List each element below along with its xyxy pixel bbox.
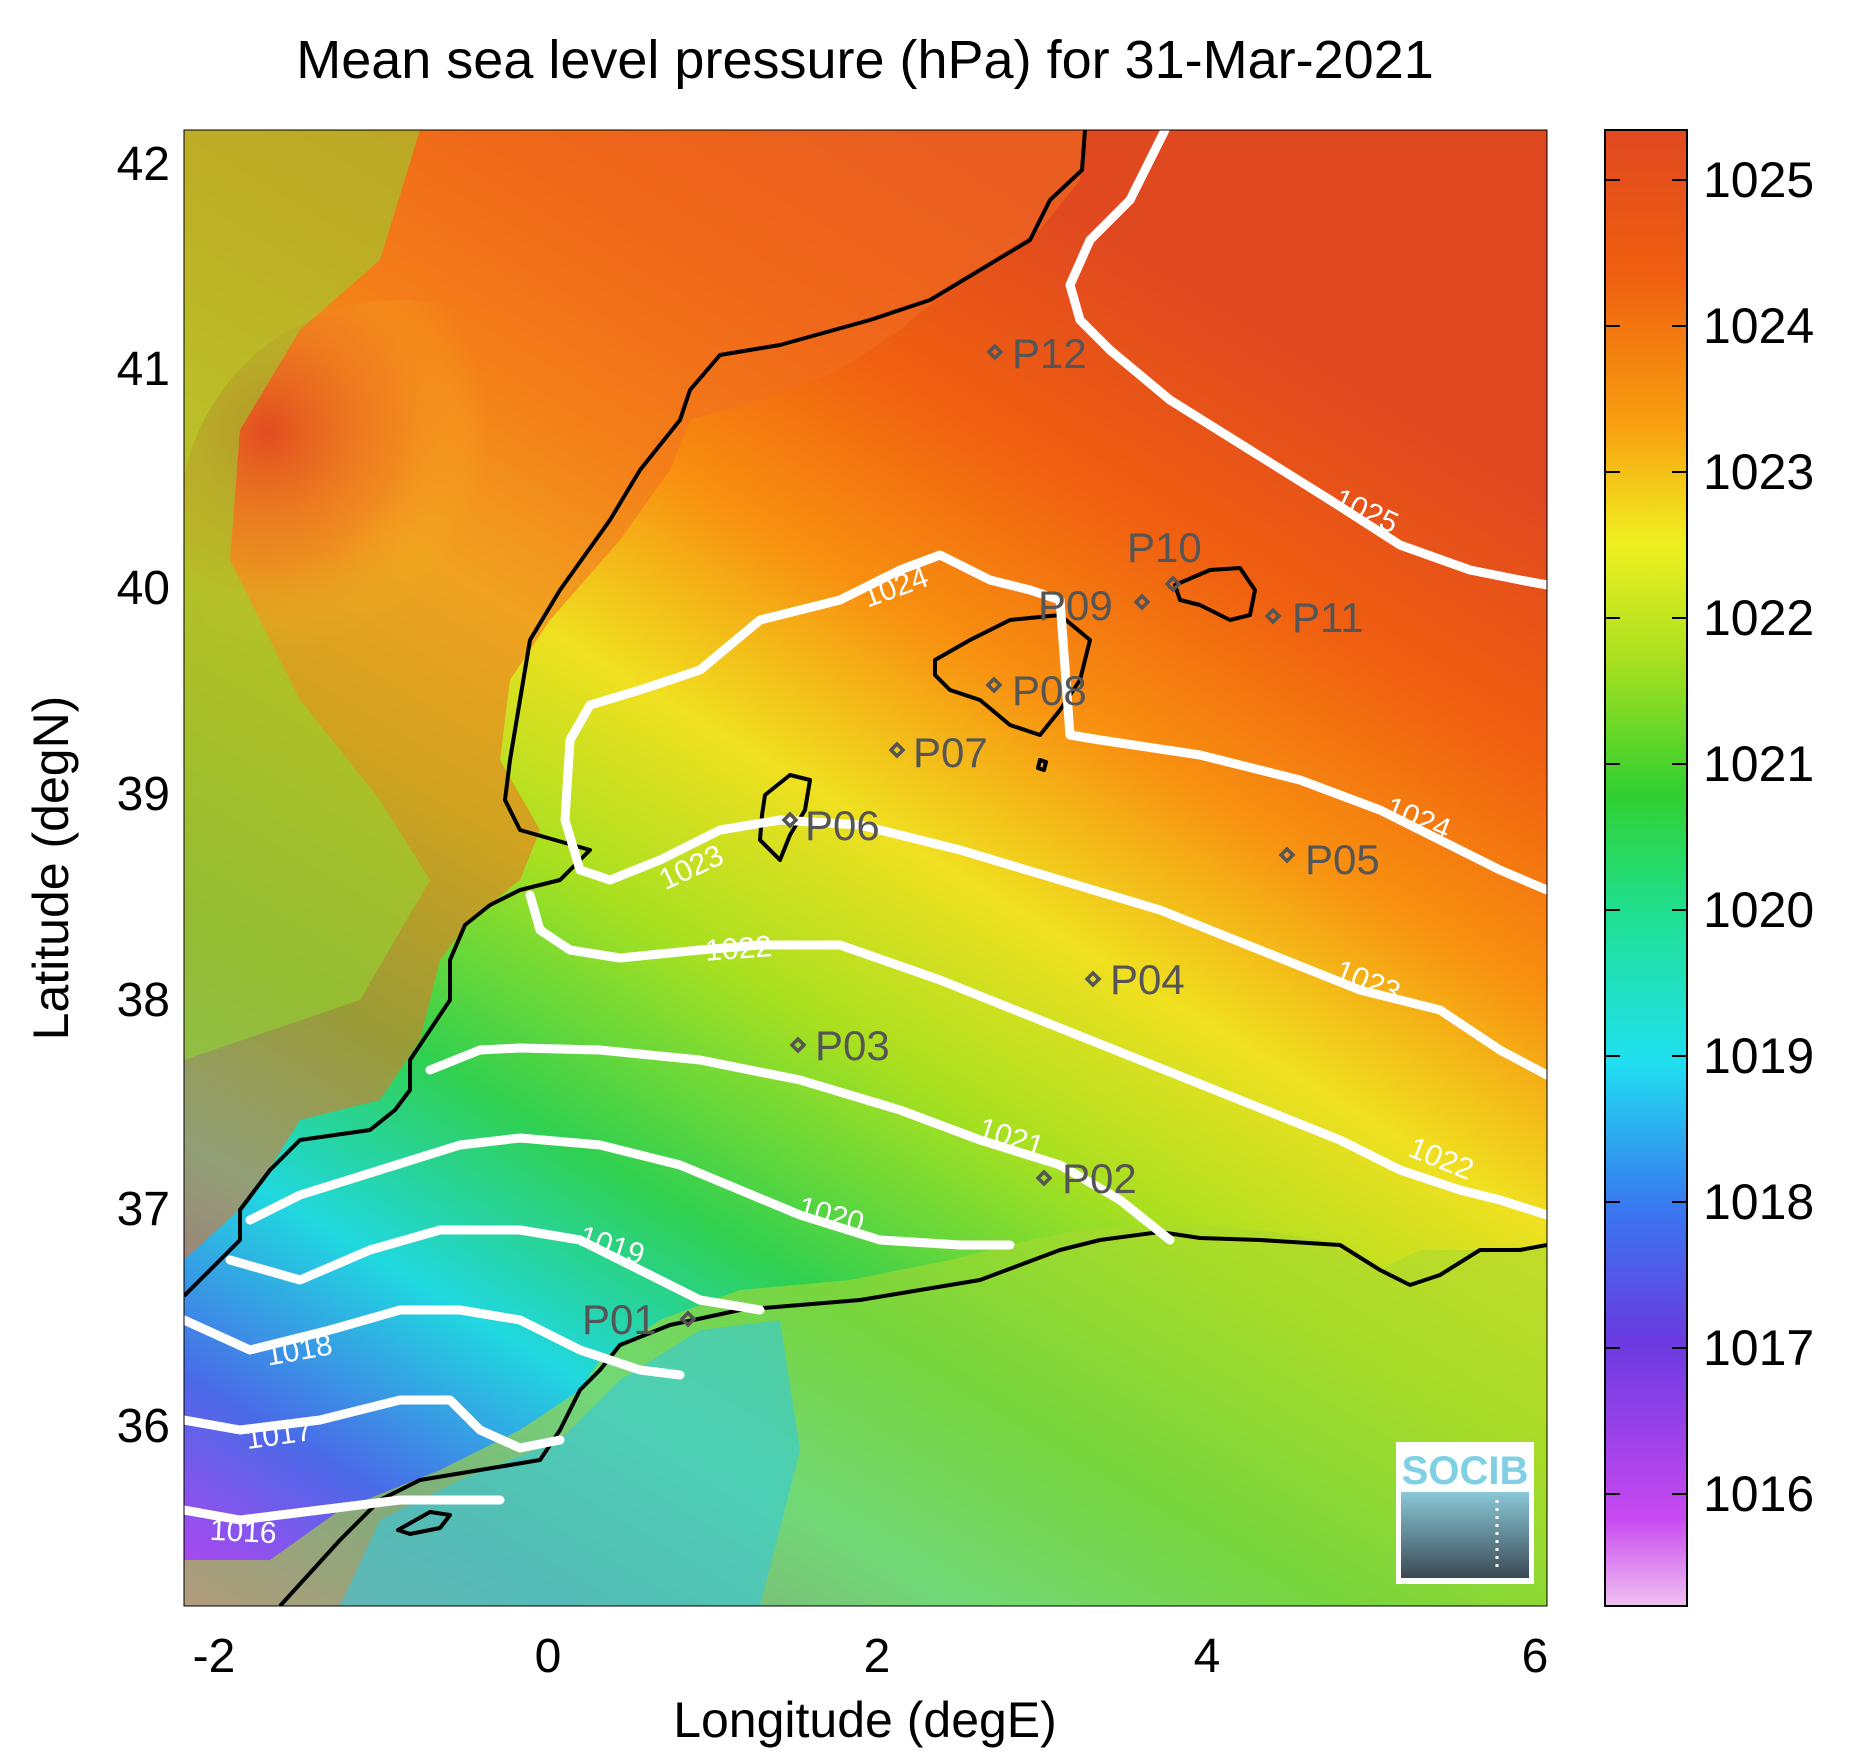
x-tick-label: 6	[1522, 1630, 1549, 1683]
map-title: Mean sea level pressure (hPa) for 31-Mar…	[296, 30, 1434, 90]
island-menorca	[1173, 566, 1257, 622]
station-P08: P08	[985, 667, 1087, 714]
y-tick-label: 36	[117, 1400, 170, 1453]
logo-text: SOCIB	[1402, 1449, 1529, 1493]
contour-1017	[184, 1395, 565, 1453]
colorbar-tick-label: 1022	[1703, 590, 1814, 646]
colorbar: 1025 1024 1023 1022 1021 1020 1019 1018 …	[1604, 129, 1814, 1607]
land-high-core	[184, 300, 620, 740]
station-label: P01	[582, 1296, 657, 1343]
contour-1023	[560, 735, 1547, 1080]
station-marker	[986, 343, 1004, 361]
station-label: P02	[1062, 1155, 1137, 1202]
land-africa-west	[340, 1320, 800, 1606]
contour-1016	[184, 1495, 505, 1525]
contour-1022	[525, 890, 1547, 1220]
colorbar-gradient	[1604, 129, 1688, 1607]
contour-lines	[184, 130, 1547, 1525]
x-axis-label: Longitude (degE)	[673, 1692, 1057, 1748]
x-tick-label: -2	[193, 1630, 236, 1683]
y-axis-label: Latitude (degN)	[23, 696, 79, 1041]
logo-fill	[1401, 1492, 1529, 1578]
island-alboran	[396, 1510, 452, 1536]
station-P06: P06	[781, 802, 880, 849]
station-label: P08	[1012, 667, 1087, 714]
station-P11: P11	[1264, 594, 1364, 641]
colorbar-tick-label: 1024	[1703, 298, 1814, 354]
colorbar-tick-label: 1021	[1703, 736, 1814, 792]
colorbar-tick-label: 1017	[1703, 1320, 1814, 1376]
y-tick-label: 39	[117, 768, 170, 821]
y-axis: 42 41 40 39 38 37 36 Latitude (degN)	[23, 138, 170, 1453]
y-tick-label: 40	[117, 562, 170, 615]
coastline-iberia	[184, 130, 1087, 1298]
station-marker	[1164, 575, 1182, 593]
contour-1020	[245, 1133, 1015, 1250]
map-frame	[183, 129, 1548, 1607]
y-tick-label: 42	[117, 138, 170, 191]
contour-1021	[425, 1043, 1175, 1245]
station-P05: P05	[1278, 836, 1380, 883]
station-marker	[1133, 593, 1151, 611]
station-marker	[781, 811, 799, 829]
colorbar-ticks	[1605, 179, 1687, 1495]
station-marker	[789, 1036, 807, 1054]
y-tick-label: 38	[117, 974, 170, 1027]
colorbar-tick-label: 1018	[1703, 1174, 1814, 1230]
contour-1019	[225, 1225, 765, 1315]
colorbar-tick-label: 1025	[1703, 152, 1814, 208]
station-P10: P10	[1127, 524, 1202, 593]
station-label: P10	[1127, 524, 1202, 571]
station-marker	[985, 676, 1003, 694]
colorbar-tick-label: 1016	[1703, 1466, 1814, 1522]
x-tick-label: 0	[535, 1630, 562, 1683]
station-label: P11	[1292, 594, 1364, 641]
station-P09: P09	[1038, 582, 1151, 629]
station-P12: P12	[986, 330, 1087, 377]
station-label: P09	[1038, 582, 1113, 629]
station-P02: P02	[1035, 1155, 1137, 1202]
station-P07: P07	[888, 729, 988, 776]
contour-1018	[184, 1305, 685, 1380]
station-label: P04	[1110, 956, 1185, 1003]
colorbar-tick-label: 1019	[1703, 1028, 1814, 1084]
colorbar-tick-label: 1023	[1703, 444, 1814, 500]
contour-1025	[1065, 130, 1547, 590]
x-tick-label: 2	[864, 1630, 891, 1683]
island-mallorca	[933, 613, 1092, 737]
island-cabrera	[1036, 758, 1048, 772]
land-west-green	[184, 130, 430, 1060]
station-P01: P01	[582, 1296, 697, 1343]
station-P04: P04	[1084, 956, 1185, 1003]
x-tick-label: 4	[1194, 1630, 1221, 1683]
contour-1024	[565, 550, 1547, 895]
y-tick-label: 41	[117, 343, 170, 396]
station-marker	[1035, 1169, 1053, 1187]
station-label: P06	[805, 802, 880, 849]
contour-label-1022-a: 1022	[704, 930, 773, 968]
station-label: P07	[913, 729, 988, 776]
station-label: P12	[1012, 330, 1087, 377]
socib-logo: SOCIB	[1396, 1442, 1534, 1584]
station-markers: P01 P02 P03 P04 P05 P06	[582, 330, 1380, 1343]
station-marker	[1278, 846, 1296, 864]
station-marker	[679, 1310, 697, 1328]
contour-label-1016: 1016	[209, 1514, 277, 1550]
coastline-africa	[278, 1230, 1547, 1606]
station-marker	[1084, 970, 1102, 988]
y-tick-label: 37	[117, 1183, 170, 1236]
x-axis: -2 0 2 4 6 Longitude (degE)	[193, 1630, 1549, 1748]
colorbar-tick-label: 1020	[1703, 882, 1814, 938]
map-area: 1016 1017 1018 1019 1020 1021 1022 1022 …	[184, 130, 1547, 1606]
station-label: P05	[1305, 836, 1380, 883]
station-label: P03	[815, 1022, 890, 1069]
station-P03: P03	[789, 1022, 890, 1069]
station-marker	[888, 741, 906, 759]
station-marker	[1264, 607, 1282, 625]
